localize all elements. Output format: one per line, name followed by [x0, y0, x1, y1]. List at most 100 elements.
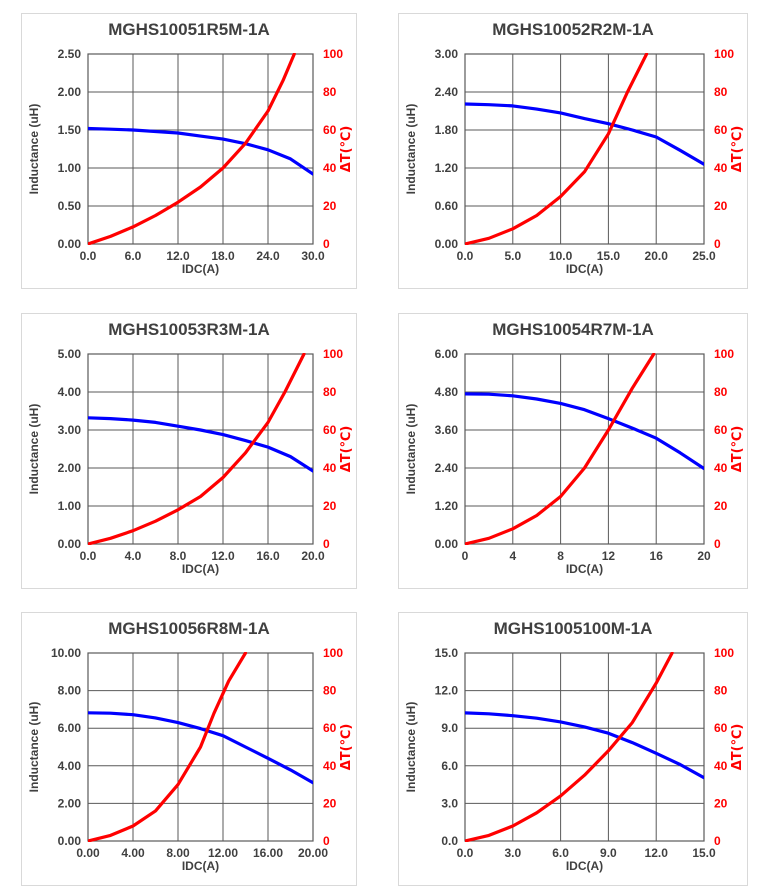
- chart-plot: 0.00 4.00 8.00 12.00 16.00 20.00 0.00 2.00 4.00 6…: [27, 646, 354, 873]
- x-tick-label: 8.00: [166, 846, 190, 860]
- y-tick-label: 0.00: [58, 237, 82, 251]
- temperature-rise-line: [88, 353, 306, 545]
- x-tick-label: 12.0: [211, 549, 235, 563]
- y2-tick-label: 0: [323, 537, 330, 551]
- x-tick-label: 15.0: [597, 249, 621, 263]
- x-tick-label: 12: [602, 549, 616, 563]
- y-tick-label: 0.00: [435, 537, 459, 551]
- y2-tick-label: 20: [323, 499, 337, 513]
- inductance-line: [88, 416, 313, 473]
- y2-tick-label: 0: [714, 237, 721, 251]
- x-axis-label: IDC(A): [566, 262, 603, 276]
- y-tick-label: 2.50: [58, 47, 82, 61]
- y2-tick-label: 0: [714, 537, 721, 551]
- x-tick-label: 0.0: [80, 249, 97, 263]
- y2-tick-label: 100: [323, 646, 343, 660]
- y2-tick-label: 20: [714, 499, 728, 513]
- chart-panel-2: MGHS10052R2M-1A 0.0 5.0 10.0 15.0 20.0 25.0 0.…: [398, 13, 748, 289]
- y2-tick-label: 80: [714, 385, 728, 399]
- y-tick-label: 3.60: [435, 423, 459, 437]
- y-tick-label: 2.40: [435, 461, 459, 475]
- chart-plot: 0.0 4.0 8.0 12.0 16.0 20.0 0.00 1.00 2.00 3.00 4.0…: [27, 347, 354, 576]
- x-tick-label: 18.0: [211, 249, 235, 263]
- y-tick-label: 1.50: [58, 123, 82, 137]
- chart-title: MGHS10051R5M-1A: [108, 20, 270, 39]
- inductance-line: [465, 102, 704, 166]
- temperature-rise-line: [88, 652, 248, 842]
- chart-panel-1: MGHS10051R5M-1A 0.0 6.0 12.0 18.0 24.0 30.0 0.…: [21, 13, 357, 289]
- x-tick-label: 16: [650, 549, 664, 563]
- chart-title: MGHS10053R3M-1A: [108, 320, 270, 339]
- chart-panel-5: MGHS10056R8M-1A 0.00 4.00 8.00 12.00 16.00 20…: [21, 612, 357, 886]
- x-tick-label: 0.0: [457, 846, 474, 860]
- y2-axis-label: ΔT(℃): [730, 126, 745, 173]
- y-tick-label: 0.00: [58, 537, 82, 551]
- plot-frame: [464, 53, 705, 245]
- y-tick-label: 3.00: [58, 423, 82, 437]
- y2-axis-label: ΔT(℃): [339, 724, 354, 771]
- x-tick-label: 20: [697, 549, 711, 563]
- temperature-rise-line: [465, 53, 649, 245]
- inductance-line: [88, 126, 313, 176]
- x-tick-label: 12.0: [645, 846, 669, 860]
- y2-tick-label: 60: [714, 123, 728, 137]
- y2-tick-label: 80: [323, 684, 337, 698]
- x-tick-label: 8: [557, 549, 564, 563]
- x-tick-label: 0.0: [457, 249, 474, 263]
- chart-panel-6: MGHS1005100M-1A 0.0 3.0 6.0 9.0 12.0 15.0 0.0 3…: [398, 612, 748, 886]
- y-tick-label: 6.00: [58, 721, 82, 735]
- chart-plot: 0 4 8 12 16 200.001.202.403.604.806.000204060…: [404, 347, 745, 576]
- plot-frame: [87, 353, 314, 545]
- y2-tick-label: 100: [714, 47, 734, 61]
- y-tick-label: 5.00: [58, 347, 82, 361]
- y-axis-label: Inductance (uH): [404, 702, 418, 793]
- chart-panel-3: MGHS10053R3M-1A 0.0 4.0 8.0 12.0 16.0 20.0 0.0…: [21, 313, 357, 589]
- x-tick-label: 3.0: [504, 846, 521, 860]
- y2-tick-label: 100: [323, 347, 343, 361]
- y-tick-label: 0.00: [58, 834, 82, 848]
- chart-title: MGHS1005100M-1A: [493, 619, 653, 638]
- y-tick-label: 2.40: [435, 85, 459, 99]
- y-tick-label: 0.50: [58, 199, 82, 213]
- x-tick-label: 0: [462, 549, 469, 563]
- y2-axis-label: ΔT(℃): [339, 426, 354, 473]
- x-tick-label: 16.00: [253, 846, 283, 860]
- y-tick-label: 0.00: [435, 237, 459, 251]
- temperature-rise-line: [465, 353, 656, 545]
- x-tick-label: 20.0: [301, 549, 325, 563]
- y2-tick-label: 20: [323, 796, 337, 810]
- x-tick-label: 20.0: [645, 249, 669, 263]
- x-tick-label: 16.0: [256, 549, 280, 563]
- y2-tick-label: 0: [323, 237, 330, 251]
- y2-tick-label: 20: [714, 199, 728, 213]
- y-tick-label: 4.00: [58, 385, 82, 399]
- x-tick-label: 6.0: [125, 249, 142, 263]
- x-tick-label: 25.0: [692, 249, 716, 263]
- x-tick-label: 0.00: [76, 846, 100, 860]
- temperature-rise-line: [88, 53, 296, 245]
- y-tick-label: 8.00: [58, 684, 82, 698]
- y-tick-label: 6.0: [441, 759, 458, 773]
- plot-frame: [464, 652, 705, 842]
- y2-tick-label: 40: [714, 161, 728, 175]
- x-tick-label: 9.0: [600, 846, 617, 860]
- y2-tick-label: 60: [714, 423, 728, 437]
- x-axis-label: IDC(A): [566, 562, 603, 576]
- y2-tick-label: 100: [714, 646, 734, 660]
- y2-tick-label: 60: [323, 423, 337, 437]
- chart-title: MGHS10054R7M-1A: [492, 320, 654, 339]
- chart-plot: 0.0 3.0 6.0 9.0 12.0 15.0 0.0 3.0 6.0 9.0 12.0 15.0…: [404, 646, 745, 873]
- y2-tick-label: 0: [714, 834, 721, 848]
- y2-tick-label: 40: [714, 759, 728, 773]
- x-tick-label: 6.0: [552, 846, 569, 860]
- y-tick-label: 0.0: [441, 834, 458, 848]
- plot-frame: [87, 652, 314, 842]
- chart-panel-4: MGHS10054R7M-1A 0 4 8 12 16 20 0.00 1.20 2.40 3.6…: [398, 313, 748, 589]
- y-tick-label: 6.00: [435, 347, 459, 361]
- y2-tick-label: 60: [323, 721, 337, 735]
- y-tick-label: 4.80: [435, 385, 459, 399]
- y-tick-label: 1.00: [58, 499, 82, 513]
- y2-tick-label: 40: [714, 461, 728, 475]
- y2-tick-label: 0: [323, 834, 330, 848]
- y-tick-label: 2.00: [58, 461, 82, 475]
